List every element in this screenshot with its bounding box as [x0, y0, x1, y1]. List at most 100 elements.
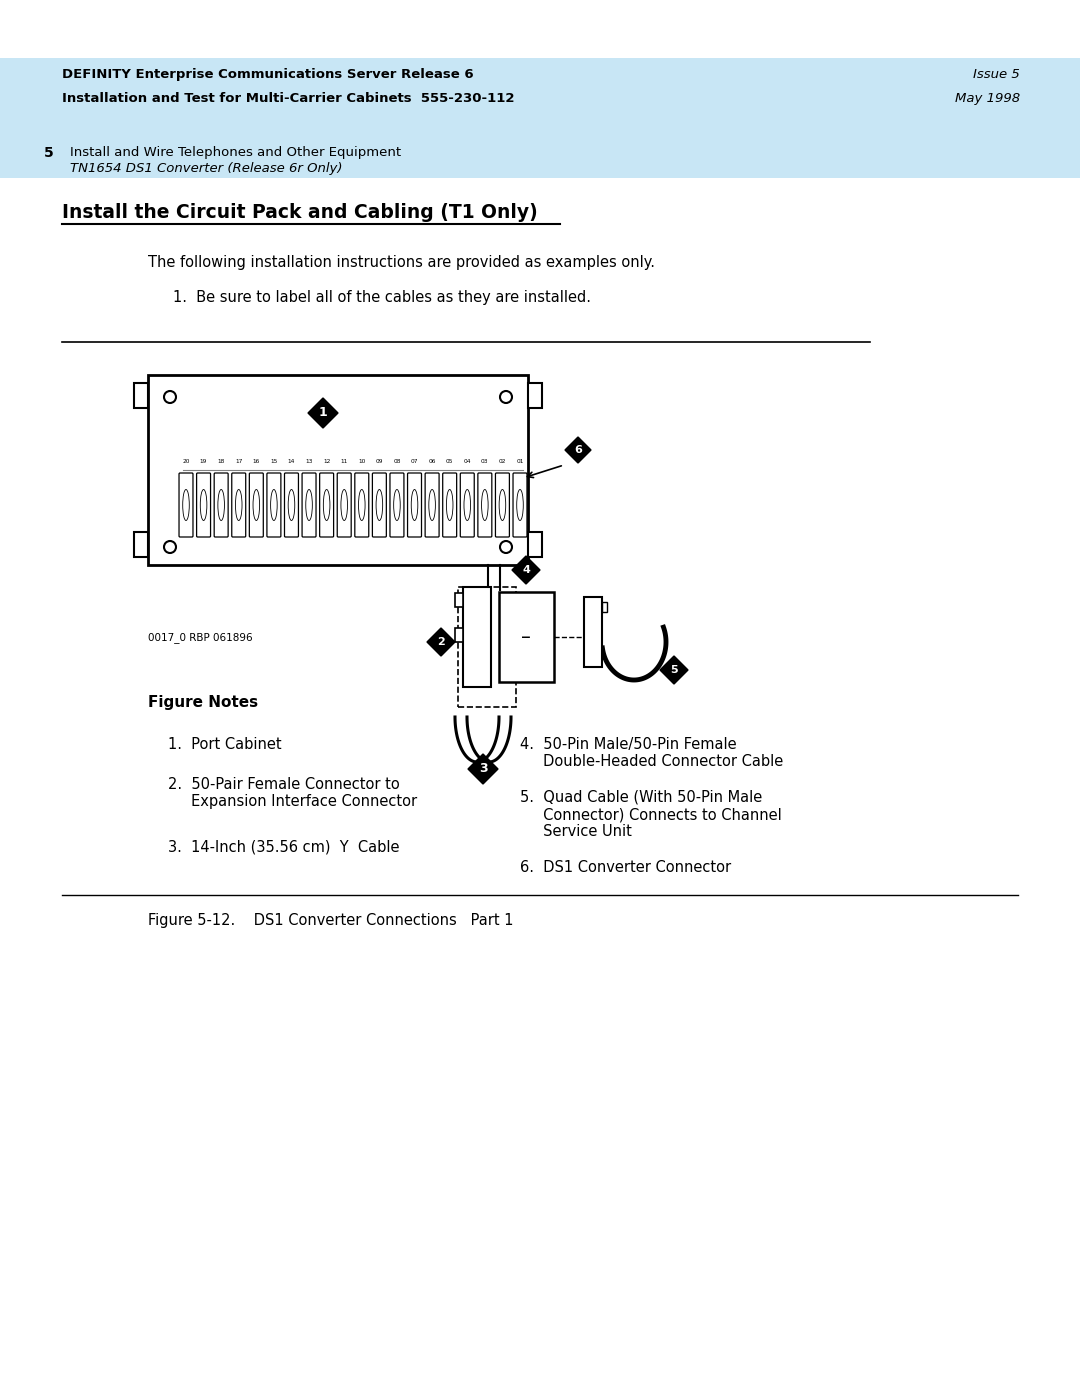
Text: May 1998: May 1998 — [955, 92, 1020, 105]
Bar — [528, 383, 542, 408]
Text: 12: 12 — [323, 460, 330, 464]
Text: Double-Headed Connector Cable: Double-Headed Connector Cable — [519, 754, 783, 768]
Text: 5: 5 — [671, 665, 678, 675]
Text: 09: 09 — [376, 460, 383, 464]
Ellipse shape — [288, 489, 295, 521]
FancyBboxPatch shape — [337, 474, 351, 536]
Circle shape — [164, 391, 176, 402]
Text: 2: 2 — [437, 637, 445, 647]
Ellipse shape — [183, 489, 189, 521]
Ellipse shape — [482, 489, 488, 521]
FancyBboxPatch shape — [267, 474, 281, 536]
Text: 03: 03 — [481, 460, 488, 464]
FancyBboxPatch shape — [513, 474, 527, 536]
FancyBboxPatch shape — [477, 474, 491, 536]
Text: 5.  Quad Cable (With 50-Pin Male: 5. Quad Cable (With 50-Pin Male — [519, 789, 762, 805]
Ellipse shape — [376, 489, 382, 521]
FancyBboxPatch shape — [320, 474, 334, 536]
FancyBboxPatch shape — [426, 474, 440, 536]
Ellipse shape — [218, 489, 225, 521]
Polygon shape — [308, 398, 338, 427]
Text: 2.  50-Pair Female Connector to: 2. 50-Pair Female Connector to — [168, 777, 400, 792]
FancyBboxPatch shape — [302, 474, 316, 536]
Ellipse shape — [323, 489, 329, 521]
Text: 01: 01 — [516, 460, 524, 464]
Text: 02: 02 — [499, 460, 507, 464]
Text: 19: 19 — [200, 460, 207, 464]
Text: 4.  50-Pin Male/50-Pin Female: 4. 50-Pin Male/50-Pin Female — [519, 738, 737, 752]
Text: 6.  DS1 Converter Connector: 6. DS1 Converter Connector — [519, 861, 731, 875]
Text: 05: 05 — [446, 460, 454, 464]
Bar — [602, 602, 607, 612]
Text: The following installation instructions are provided as examples only.: The following installation instructions … — [148, 256, 654, 270]
Text: Figure Notes: Figure Notes — [148, 694, 258, 710]
Text: 18: 18 — [217, 460, 225, 464]
Polygon shape — [427, 629, 455, 657]
Ellipse shape — [429, 489, 435, 521]
Text: 17: 17 — [235, 460, 242, 464]
Text: 15: 15 — [270, 460, 278, 464]
Ellipse shape — [394, 489, 401, 521]
Text: 10: 10 — [359, 460, 365, 464]
Ellipse shape — [411, 489, 418, 521]
FancyBboxPatch shape — [179, 474, 193, 536]
Bar — [584, 597, 602, 666]
Ellipse shape — [271, 489, 278, 521]
Text: Install and Wire Telephones and Other Equipment: Install and Wire Telephones and Other Eq… — [70, 147, 401, 159]
Circle shape — [500, 391, 512, 402]
Text: 11: 11 — [340, 460, 348, 464]
FancyBboxPatch shape — [249, 474, 264, 536]
Bar — [148, 374, 528, 564]
FancyBboxPatch shape — [355, 474, 368, 536]
FancyBboxPatch shape — [407, 474, 421, 536]
Text: Expansion Interface Connector: Expansion Interface Connector — [168, 793, 417, 809]
Text: Issue 5: Issue 5 — [973, 68, 1020, 81]
Polygon shape — [565, 437, 591, 462]
FancyBboxPatch shape — [460, 474, 474, 536]
Text: 06: 06 — [429, 460, 436, 464]
Text: 1.  Port Cabinet: 1. Port Cabinet — [168, 738, 282, 752]
Text: 1: 1 — [319, 407, 327, 419]
Ellipse shape — [200, 489, 207, 521]
FancyBboxPatch shape — [232, 474, 246, 536]
Bar — [134, 383, 148, 408]
Text: Service Unit: Service Unit — [519, 824, 632, 840]
Bar — [134, 532, 148, 557]
Text: 08: 08 — [393, 460, 401, 464]
Bar — [528, 532, 542, 557]
Text: Figure 5-12.    DS1 Converter Connections   Part 1: Figure 5-12. DS1 Converter Connections P… — [148, 914, 513, 928]
Bar — [0, 138, 1080, 177]
Polygon shape — [512, 556, 540, 584]
Text: 04: 04 — [463, 460, 471, 464]
Polygon shape — [660, 657, 688, 685]
Text: Connector) Connects to Channel: Connector) Connects to Channel — [519, 807, 782, 821]
FancyBboxPatch shape — [496, 474, 510, 536]
FancyBboxPatch shape — [197, 474, 211, 536]
Ellipse shape — [253, 489, 259, 521]
Ellipse shape — [341, 489, 348, 521]
Text: 4: 4 — [522, 564, 530, 576]
Bar — [458, 587, 516, 707]
FancyBboxPatch shape — [390, 474, 404, 536]
Circle shape — [500, 541, 512, 553]
Text: Install the Circuit Pack and Cabling (T1 Only): Install the Circuit Pack and Cabling (T1… — [62, 203, 538, 222]
Text: 1.  Be sure to label all of the cables as they are installed.: 1. Be sure to label all of the cables as… — [173, 291, 591, 305]
Ellipse shape — [516, 489, 524, 521]
Text: 3.  14-Inch (35.56 cm)  Y  Cable: 3. 14-Inch (35.56 cm) Y Cable — [168, 840, 400, 855]
Ellipse shape — [464, 489, 471, 521]
FancyBboxPatch shape — [373, 474, 387, 536]
FancyBboxPatch shape — [284, 474, 298, 536]
Bar — [455, 592, 463, 608]
Text: 6: 6 — [575, 446, 582, 455]
Text: 5: 5 — [44, 147, 54, 161]
Ellipse shape — [235, 489, 242, 521]
Bar — [463, 587, 491, 687]
FancyBboxPatch shape — [214, 474, 228, 536]
Circle shape — [164, 541, 176, 553]
Text: 13: 13 — [306, 460, 313, 464]
Text: Installation and Test for Multi-Carrier Cabinets  555-230-112: Installation and Test for Multi-Carrier … — [62, 92, 514, 105]
Text: –: – — [521, 627, 531, 647]
Text: 0017_0 RBP 061896: 0017_0 RBP 061896 — [148, 631, 253, 643]
Text: TN1654 DS1 Converter (Release 6r Only): TN1654 DS1 Converter (Release 6r Only) — [70, 162, 342, 175]
Ellipse shape — [359, 489, 365, 521]
